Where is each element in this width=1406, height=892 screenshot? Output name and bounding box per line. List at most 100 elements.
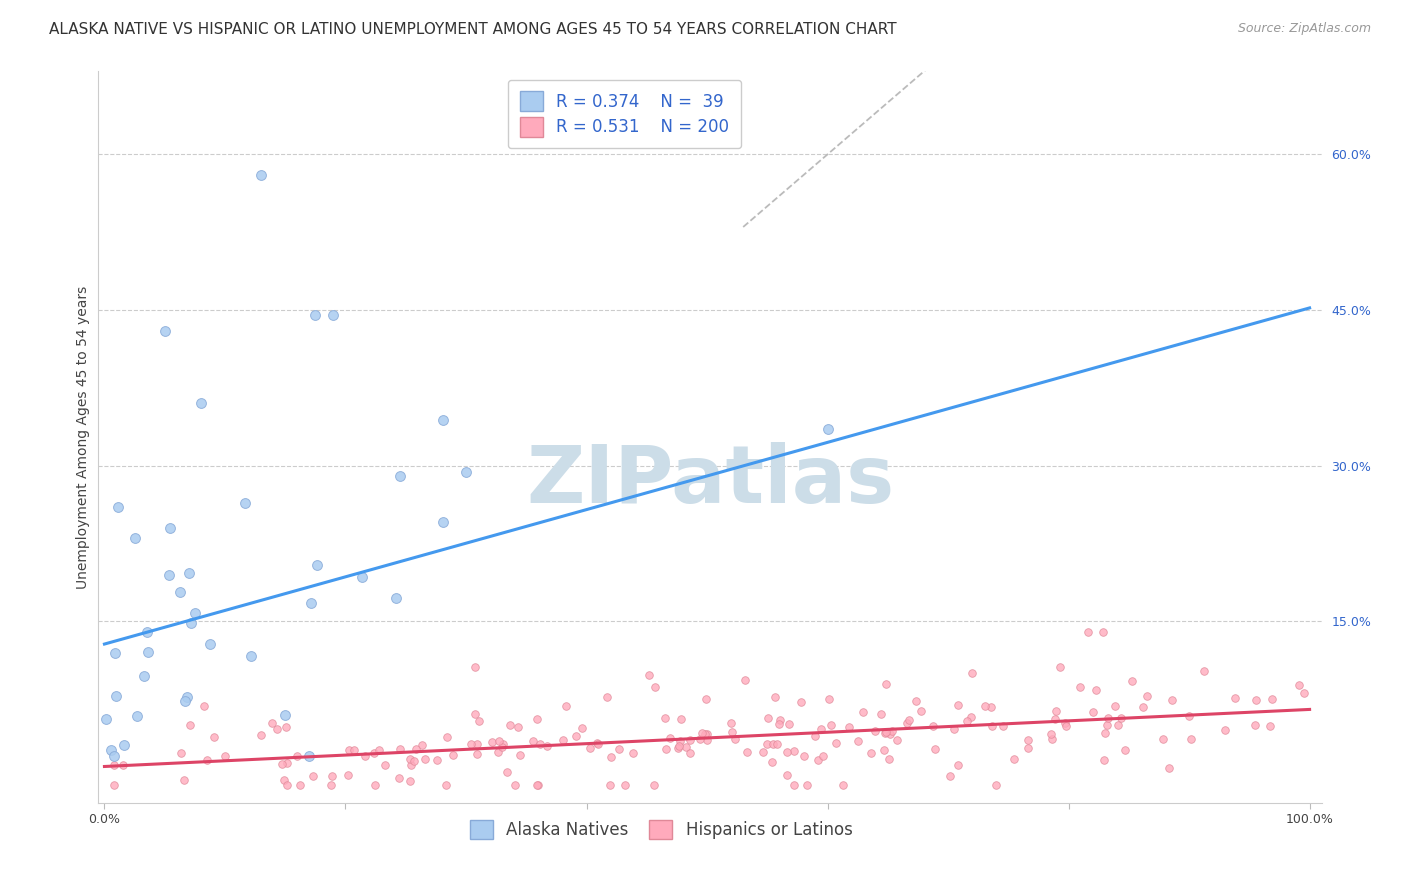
Point <box>388 468 411 483</box>
Point <box>274 720 297 734</box>
Point <box>1258 719 1281 733</box>
Point <box>921 719 943 733</box>
Point <box>659 731 682 745</box>
Point <box>432 515 454 529</box>
Point <box>1040 731 1063 746</box>
Point <box>319 778 342 792</box>
Point <box>385 591 408 606</box>
Point <box>796 778 818 792</box>
Point <box>875 676 897 690</box>
Point <box>752 746 775 760</box>
Point <box>503 778 526 792</box>
Point <box>288 778 311 792</box>
Point <box>761 756 783 770</box>
Point <box>1002 752 1025 766</box>
Point <box>509 747 531 762</box>
Point <box>467 714 489 728</box>
Point <box>820 718 842 732</box>
Point <box>173 693 195 707</box>
Point <box>111 758 134 772</box>
Point <box>399 757 422 772</box>
Point <box>250 728 273 742</box>
Point <box>1132 700 1154 714</box>
Point <box>578 741 600 756</box>
Point <box>956 714 979 728</box>
Point <box>96 712 118 726</box>
Point <box>734 673 756 688</box>
Point <box>776 745 799 759</box>
Point <box>1084 682 1107 697</box>
Point <box>960 710 983 724</box>
Point <box>173 773 195 788</box>
Point <box>529 737 551 751</box>
Point <box>184 606 207 620</box>
Point <box>869 706 891 721</box>
Point <box>621 746 644 760</box>
Point <box>465 747 488 761</box>
Legend: Alaska Natives, Hispanics or Latinos: Alaska Natives, Hispanics or Latinos <box>463 814 859 846</box>
Point <box>103 778 125 792</box>
Point <box>613 778 636 792</box>
Point <box>1121 673 1143 688</box>
Point <box>813 749 835 764</box>
Point <box>195 753 218 767</box>
Point <box>276 756 298 770</box>
Point <box>1017 732 1039 747</box>
Point <box>666 740 689 755</box>
Point <box>1017 740 1039 755</box>
Point <box>1223 691 1246 706</box>
Point <box>526 778 548 792</box>
Point <box>273 773 295 788</box>
Point <box>454 465 477 479</box>
Point <box>124 531 146 545</box>
Point <box>413 751 436 765</box>
Point <box>790 695 813 709</box>
Point <box>307 558 329 572</box>
Point <box>159 568 181 582</box>
Point <box>496 765 519 780</box>
Point <box>464 660 486 674</box>
Point <box>1244 718 1267 732</box>
Point <box>193 698 215 713</box>
Point <box>897 714 920 728</box>
Point <box>405 742 427 756</box>
Point <box>768 717 790 731</box>
Point <box>499 718 522 732</box>
Point <box>804 730 827 744</box>
Point <box>991 719 1014 733</box>
Point <box>526 778 548 792</box>
Point <box>522 734 544 748</box>
Point <box>399 752 422 766</box>
Point <box>250 168 273 182</box>
Point <box>233 496 256 510</box>
Point <box>486 745 509 759</box>
Point <box>343 743 366 757</box>
Point <box>1097 711 1119 725</box>
Point <box>274 708 297 723</box>
Point <box>260 716 283 731</box>
Point <box>1045 712 1067 726</box>
Point <box>1177 709 1199 723</box>
Point <box>135 625 157 640</box>
Point <box>103 758 125 772</box>
Point <box>571 721 593 735</box>
Point <box>948 758 970 772</box>
Point <box>464 707 486 722</box>
Point <box>159 521 181 535</box>
Point <box>170 747 193 761</box>
Point <box>669 734 692 748</box>
Point <box>553 733 575 747</box>
Point <box>337 767 360 781</box>
Point <box>638 667 661 681</box>
Point <box>180 616 202 631</box>
Point <box>1077 624 1099 639</box>
Point <box>1092 624 1115 639</box>
Point <box>492 737 515 751</box>
Point <box>778 717 800 731</box>
Point <box>810 722 832 736</box>
Point <box>783 778 806 792</box>
Point <box>762 737 785 751</box>
Point <box>467 737 489 751</box>
Point <box>596 690 619 704</box>
Point <box>793 748 815 763</box>
